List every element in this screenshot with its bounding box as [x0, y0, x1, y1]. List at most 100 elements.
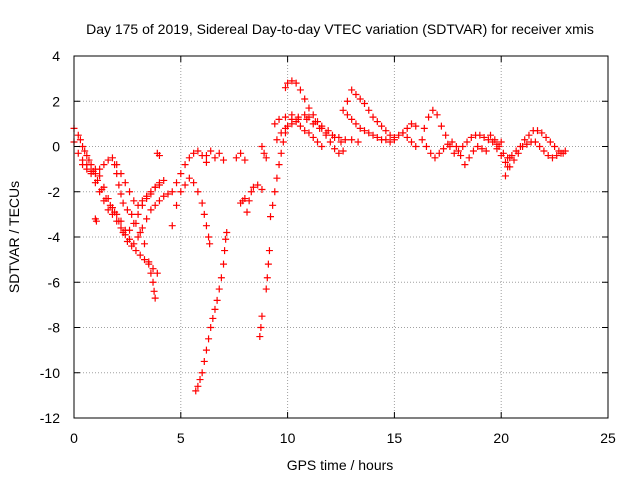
data-point — [260, 149, 268, 157]
data-point — [145, 258, 153, 266]
data-point — [128, 210, 136, 218]
data-point — [561, 147, 569, 155]
data-point — [497, 138, 505, 146]
data-point — [126, 226, 134, 234]
data-point — [267, 213, 275, 221]
data-point — [422, 143, 430, 150]
data-point — [202, 346, 210, 354]
data-point — [482, 147, 490, 155]
data-point — [288, 77, 296, 85]
data-point — [200, 210, 208, 218]
data-point — [194, 188, 202, 196]
data-point — [143, 192, 151, 200]
data-point — [395, 131, 403, 139]
data-point — [160, 192, 168, 200]
data-point — [412, 122, 420, 130]
data-point — [476, 131, 484, 139]
data-point — [536, 143, 544, 150]
data-point — [452, 143, 460, 150]
data-point — [247, 188, 255, 196]
series-arc-g — [153, 149, 163, 160]
data-point — [263, 274, 271, 282]
x-tick-label: 20 — [493, 430, 509, 446]
data-point — [403, 124, 411, 132]
data-point — [134, 233, 142, 241]
data-point — [181, 161, 189, 169]
series-arc-v — [339, 106, 398, 146]
y-tick-label: -2 — [48, 184, 61, 200]
data-point — [147, 206, 155, 214]
data-point — [292, 79, 300, 87]
data-point — [339, 106, 347, 114]
series-arc-t — [281, 77, 347, 157]
data-point — [140, 256, 148, 264]
series-arc-h — [168, 174, 214, 248]
series-arc-c — [76, 136, 161, 277]
data-point — [309, 120, 317, 128]
data-point — [164, 190, 172, 198]
data-point — [117, 190, 125, 198]
data-point — [354, 138, 362, 146]
data-point — [202, 158, 210, 166]
data-point — [83, 165, 91, 173]
data-point — [491, 136, 499, 144]
data-point — [461, 161, 469, 169]
data-point — [258, 312, 266, 320]
data-point — [442, 131, 450, 139]
data-point — [81, 147, 89, 155]
y-tick-labels: -12 -10 -8 -6 -4 -2 0 2 4 — [40, 48, 60, 426]
data-point — [232, 154, 240, 162]
data-point — [382, 127, 390, 135]
data-point — [206, 240, 214, 248]
data-point — [104, 206, 112, 214]
data-point — [542, 133, 550, 141]
data-point — [111, 208, 119, 216]
data-point — [420, 124, 428, 132]
y-tick-label: 2 — [52, 93, 60, 109]
data-point — [519, 143, 527, 150]
data-point — [553, 152, 561, 160]
data-point — [365, 106, 373, 114]
series-arc-n — [256, 312, 266, 341]
data-point — [151, 183, 159, 191]
data-point — [117, 170, 125, 178]
data-point — [335, 149, 343, 157]
data-point — [373, 118, 381, 126]
data-point — [136, 228, 144, 236]
data-point — [223, 228, 231, 236]
data-point — [177, 188, 185, 196]
series-arc-l — [237, 195, 249, 207]
series-arc-o — [258, 143, 270, 162]
data-point — [412, 143, 420, 150]
data-point — [309, 111, 317, 119]
y-tick-label: 4 — [52, 48, 60, 64]
data-point — [318, 143, 326, 150]
data-point — [215, 149, 223, 157]
data-point — [348, 86, 356, 94]
data-point — [457, 152, 465, 160]
chart-title: Day 175 of 2019, Sidereal Day-to-day VTE… — [86, 21, 594, 37]
data-point — [356, 124, 364, 132]
data-point — [273, 174, 281, 182]
data-point — [301, 127, 309, 135]
data-point — [132, 247, 140, 255]
data-point — [271, 120, 279, 128]
data-point — [506, 154, 514, 162]
data-point — [79, 161, 87, 169]
data-point — [343, 111, 351, 119]
data-point — [106, 201, 114, 209]
data-point — [104, 156, 112, 164]
data-point — [173, 179, 181, 187]
series-arc-r — [273, 111, 345, 146]
data-point — [123, 206, 131, 214]
data-point — [369, 113, 377, 121]
data-point — [121, 179, 129, 187]
series-arc-x — [420, 106, 505, 157]
data-point — [258, 143, 266, 150]
series-arc-e — [79, 154, 168, 209]
data-point — [93, 176, 101, 184]
data-point — [352, 120, 360, 128]
data-point — [501, 158, 509, 166]
data-point — [454, 147, 462, 155]
